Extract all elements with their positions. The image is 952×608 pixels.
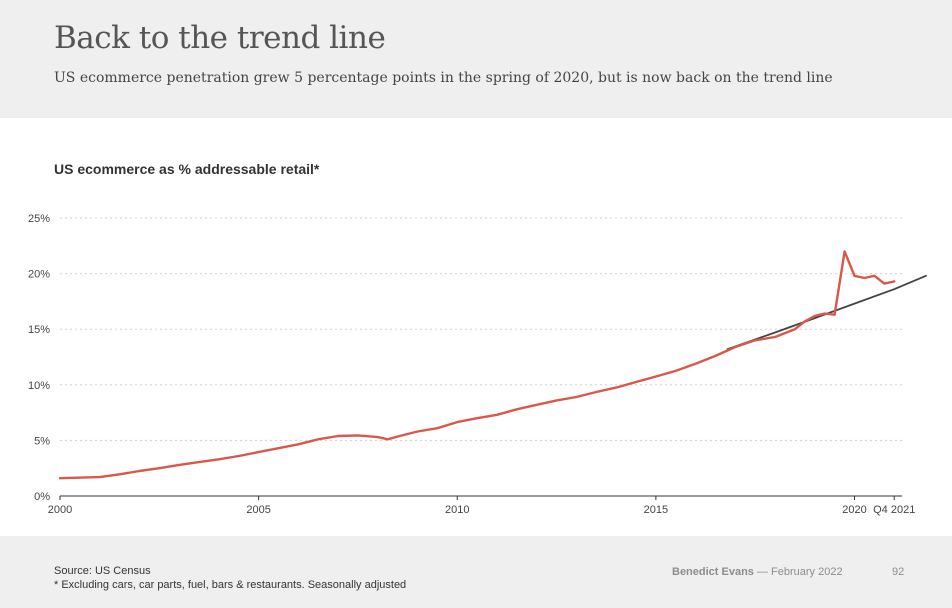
x-tick-label: 2020 — [842, 504, 866, 516]
author-credit: Benedict Evans — February 2022 — [672, 566, 843, 578]
footer-bar: Source: US Census * Excluding cars, car … — [0, 536, 952, 608]
series-line-ecommerce — [58, 250, 896, 480]
x-tick-label: 2010 — [445, 504, 469, 516]
x-tick-label: 2005 — [246, 504, 270, 516]
y-tick-label: 15% — [28, 324, 50, 336]
y-tick-label: 0% — [34, 491, 50, 503]
footnote: * Excluding cars, car parts, fuel, bars … — [54, 579, 407, 591]
header-banner: Back to the trend line US ecommerce pene… — [0, 0, 952, 118]
y-tick-label: 5% — [34, 435, 50, 447]
source-note: Source: US Census * Excluding cars, car … — [54, 564, 406, 592]
source-label: Source: US Census — [54, 565, 151, 577]
x-tick-label: Q4 2021 — [873, 504, 915, 516]
page-title: Back to the trend line — [54, 20, 386, 56]
chart-title: US ecommerce as % addressable retail* — [54, 161, 320, 177]
page-number: 92 — [892, 566, 905, 578]
x-tick-label: 2000 — [48, 504, 72, 516]
publish-date: — February 2022 — [756, 566, 843, 578]
series-line-trend — [726, 274, 927, 351]
author-name: Benedict Evans — [672, 566, 754, 578]
x-tick-label: 2015 — [644, 504, 668, 516]
y-tick-label: 25% — [28, 213, 50, 225]
y-tick-label: 20% — [28, 269, 50, 281]
page-subtitle: US ecommerce penetration grew 5 percenta… — [54, 70, 833, 86]
y-tick-label: 10% — [28, 380, 50, 392]
